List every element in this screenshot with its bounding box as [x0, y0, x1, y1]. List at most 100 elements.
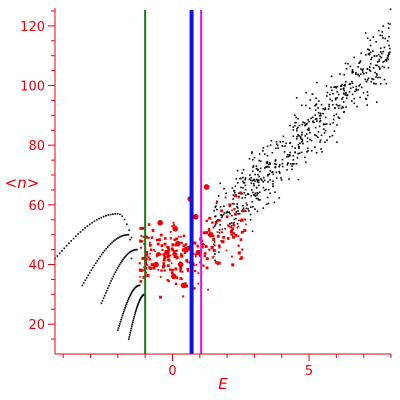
black-cloud-point: [331, 134, 334, 137]
black-cloud-point: [357, 65, 359, 68]
black-cloud-point: [341, 83, 343, 86]
black-cloud-point: [233, 191, 236, 194]
black-cloud-point: [266, 165, 269, 168]
black-cloud-point: [226, 210, 229, 213]
red-cloud-point: [159, 295, 162, 299]
black-cloud-point: [237, 219, 240, 222]
black-curve-4-point: [135, 308, 138, 311]
black-cloud-point: [322, 107, 324, 110]
red-cloud-point: [169, 254, 172, 257]
black-cloud-point: [271, 171, 274, 173]
black-cloud-point: [278, 164, 281, 166]
red-cloud-point: [218, 219, 222, 222]
red-cloud-point: [230, 233, 234, 236]
black-curve-0-point: [119, 213, 121, 216]
black-cloud-point: [369, 70, 372, 72]
black-cloud-point: [257, 173, 259, 176]
black-cloud-point: [360, 52, 363, 55]
x-axis-title: E: [218, 375, 228, 393]
black-cloud-point: [388, 53, 390, 56]
black-cloud-point: [339, 73, 341, 75]
black-cloud-point: [383, 78, 386, 81]
red-cloud-point: [187, 245, 191, 250]
black-cloud-point: [267, 173, 269, 176]
red-cloud-point: [139, 275, 141, 278]
black-cloud-point: [355, 85, 358, 88]
black-cloud-point: [249, 179, 252, 182]
black-cloud-point: [336, 141, 338, 143]
red-cloud-point: [231, 209, 233, 212]
red-cloud-point: [239, 191, 243, 195]
black-cloud-point: [314, 118, 317, 120]
black-cloud-point: [272, 183, 274, 185]
black-cloud-point: [274, 159, 277, 161]
black-cloud-point: [389, 8, 392, 11]
red-cloud-point: [166, 264, 170, 268]
black-cloud-point: [282, 140, 284, 143]
black-cloud-point: [319, 112, 322, 115]
black-curve-2-point: [110, 280, 112, 282]
black-cloud-point: [307, 147, 309, 150]
black-cloud-point: [340, 88, 342, 90]
black-cloud-point: [253, 178, 256, 181]
black-cloud-point: [286, 169, 288, 171]
red-cloud-point: [175, 256, 179, 260]
black-cloud-point: [308, 127, 310, 130]
black-cloud-point: [263, 189, 266, 192]
black-cloud-point: [266, 145, 269, 148]
black-cloud-point: [337, 116, 340, 119]
black-curve-4-point: [132, 319, 135, 322]
black-cloud-point: [309, 138, 311, 141]
black-cloud-point: [351, 82, 354, 85]
black-cloud-point: [374, 71, 376, 74]
black-cloud-point: [296, 156, 299, 159]
black-cloud-point: [355, 71, 357, 74]
black-cloud-point: [295, 163, 298, 165]
black-curve-2-point: [112, 275, 115, 278]
black-cloud-point: [238, 195, 240, 198]
black-cloud-point: [377, 29, 380, 32]
black-curve-2-point: [107, 287, 109, 289]
black-cloud-point: [324, 108, 327, 110]
black-curve-4-point: [134, 312, 137, 314]
black-cloud-point: [309, 107, 311, 110]
black-cloud-point: [329, 93, 331, 96]
black-curve-1-point: [84, 279, 87, 282]
black-cloud-point: [386, 39, 389, 42]
black-cloud-point: [310, 117, 312, 120]
black-curve-3-point: [123, 308, 126, 311]
black-cloud-point: [257, 169, 259, 172]
red-cloud-point: [173, 238, 176, 241]
black-cloud-point: [267, 163, 270, 166]
black-cloud-point: [306, 140, 309, 143]
black-cloud-point: [223, 187, 225, 190]
black-cloud-point: [302, 121, 304, 124]
black-curve-3-point: [130, 291, 133, 294]
red-cloud-point: [243, 228, 247, 232]
red-cloud-point: [167, 245, 170, 249]
black-cloud-point: [214, 259, 216, 262]
black-cloud-point: [328, 103, 330, 106]
black-cloud-point: [248, 178, 251, 180]
black-cloud-point: [366, 78, 369, 81]
black-cloud-point: [344, 62, 347, 65]
black-cloud-point: [387, 54, 389, 56]
black-cloud-point: [319, 141, 321, 143]
red-cloud-point: [205, 266, 209, 270]
black-cloud-point: [318, 120, 321, 123]
black-cloud-point: [280, 177, 282, 179]
black-curve-0-point: [98, 217, 100, 220]
red-large-point: [157, 219, 163, 226]
black-cloud-point: [370, 80, 373, 83]
black-cloud-point: [320, 134, 323, 137]
black-cloud-point: [340, 107, 343, 110]
black-cloud-point: [219, 223, 221, 226]
red-cloud-point: [180, 254, 184, 258]
black-cloud-point: [236, 203, 239, 205]
black-cloud-point: [364, 32, 367, 34]
black-cloud-point: [344, 80, 347, 83]
black-cloud-point: [334, 97, 337, 100]
red-cloud-point: [143, 266, 146, 269]
black-cloud-point: [269, 162, 271, 164]
black-curve-1-point: [96, 260, 99, 262]
